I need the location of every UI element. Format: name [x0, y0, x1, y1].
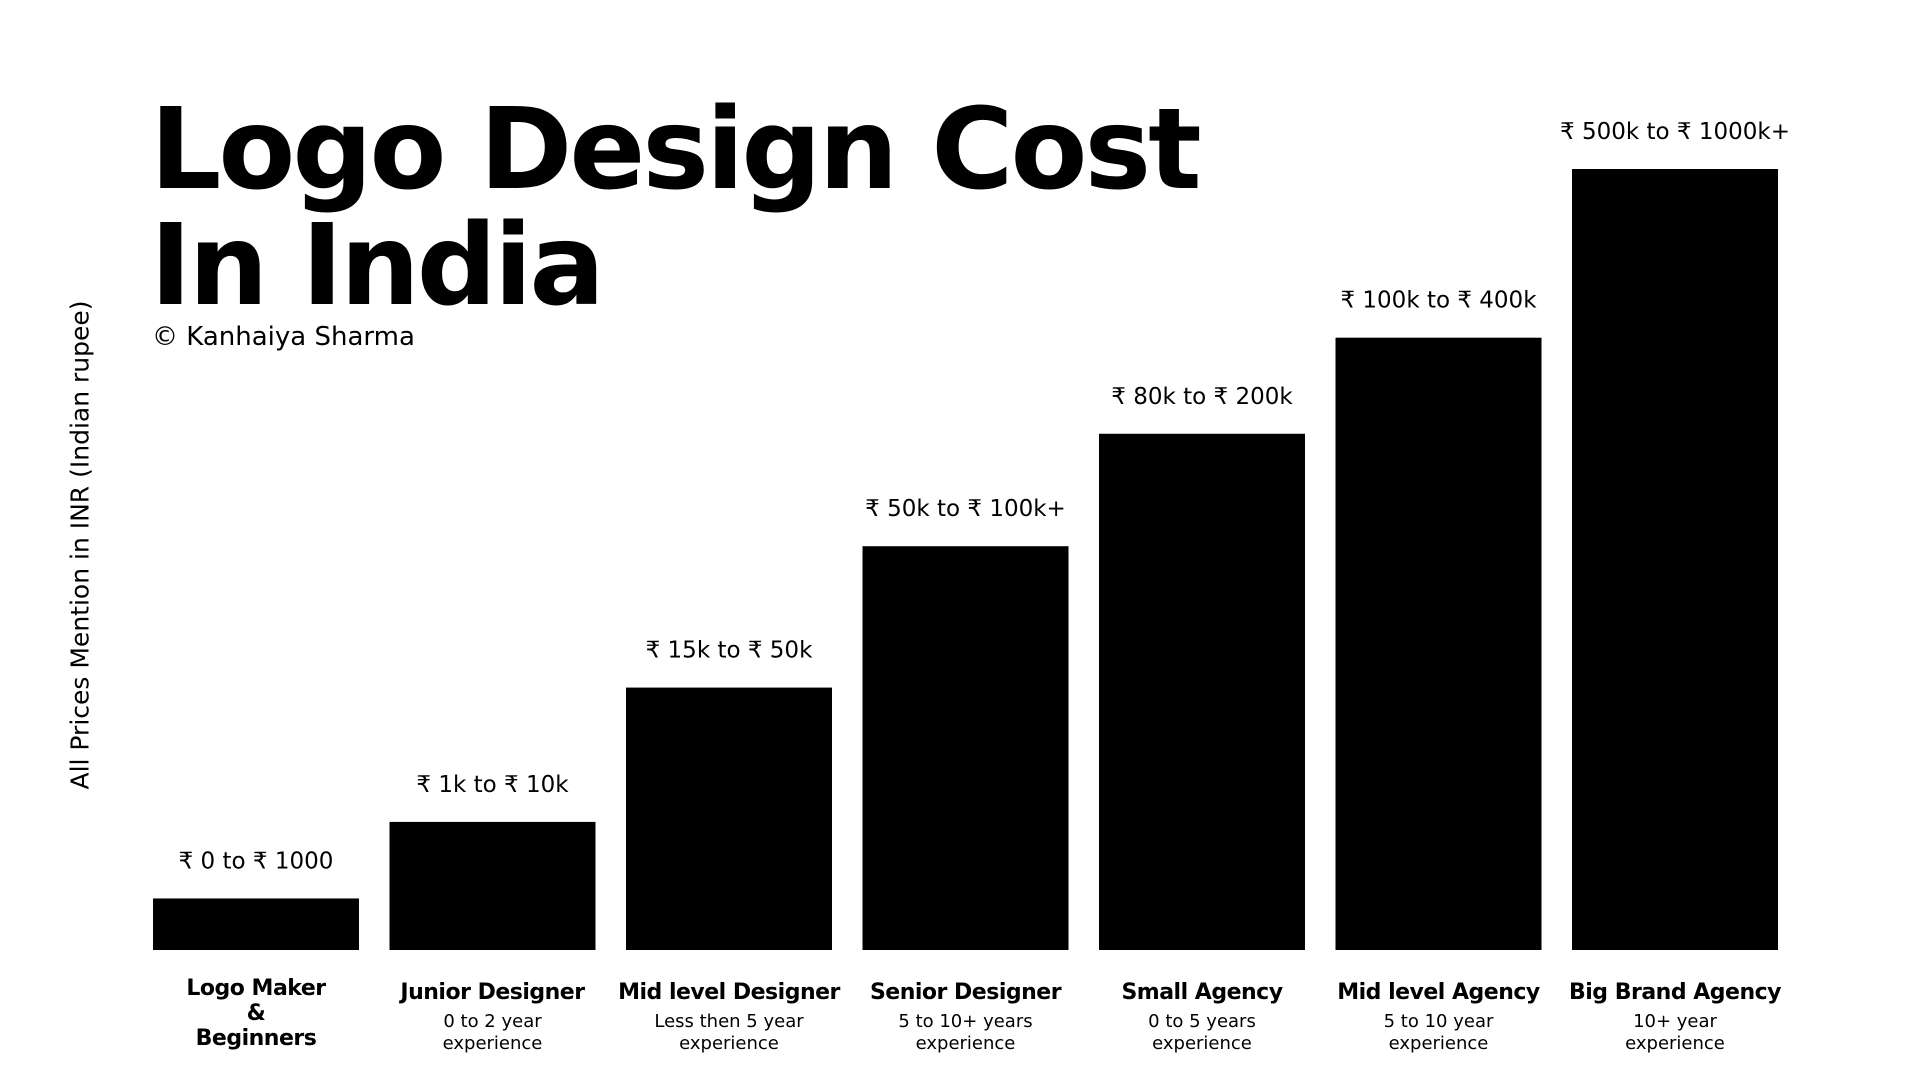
bar-value-label-1: ₹ 1k to ₹ 10k: [416, 772, 569, 798]
category-experience: 0 to 5 years experience: [1148, 1011, 1256, 1054]
bar-value-label-5: ₹ 100k to ₹ 400k: [1340, 288, 1537, 314]
category-name: Mid level Agency: [1337, 980, 1540, 1005]
category-3: Senior Designer 5 to 10+ years experience: [851, 980, 1081, 1055]
credit-text: © Kanhaiya Sharma: [152, 322, 415, 352]
bar-value-label-6: ₹ 500k to ₹ 1000k+: [1560, 119, 1790, 145]
bar-3: [862, 546, 1069, 950]
category-5: Mid level Agency 5 to 10 year experience: [1324, 980, 1554, 1055]
bar-value-label-2: ₹ 15k to ₹ 50k: [646, 638, 813, 664]
bar-value-label-4: ₹ 80k to ₹ 200k: [1111, 384, 1293, 410]
category-name: Mid level Designer: [618, 980, 840, 1005]
bar-1: [389, 821, 596, 950]
category-0: Logo Maker & Beginners: [141, 976, 371, 1051]
category-1: Junior Designer 0 to 2 year experience: [378, 980, 608, 1055]
category-6: Big Brand Agency 10+ year experience: [1560, 980, 1790, 1055]
category-name: Logo Maker & Beginners: [186, 976, 326, 1051]
bar-6: [1572, 169, 1778, 950]
title-line-2: In India: [150, 201, 605, 331]
category-experience: 0 to 2 year experience: [442, 1011, 543, 1054]
bar-4: [1099, 433, 1305, 950]
category-experience: 10+ year experience: [1625, 1011, 1725, 1054]
bar-0: [153, 898, 359, 950]
category-name: Small Agency: [1121, 980, 1283, 1005]
page-title: Logo Design Cost In India: [150, 85, 1202, 331]
bar-value-label-0: ₹ 0 to ₹ 1000: [179, 848, 334, 874]
category-experience: 5 to 10 year experience: [1383, 1011, 1494, 1054]
category-4: Small Agency 0 to 5 years experience: [1087, 980, 1317, 1055]
category-name: Junior Designer: [400, 980, 585, 1005]
category-name: Senior Designer: [869, 980, 1062, 1005]
bar-5: [1335, 337, 1542, 950]
title-line-1: Logo Design Cost: [150, 85, 1202, 215]
category-2: Mid level Designer Less then 5 year exper…: [614, 980, 844, 1055]
bar-2: [626, 687, 832, 950]
category-name: Big Brand Agency: [1569, 980, 1782, 1005]
bar-value-label-3: ₹ 50k to ₹ 100k+: [865, 496, 1066, 522]
category-experience: Less then 5 year experience: [654, 1011, 804, 1054]
category-experience: 5 to 10+ years experience: [898, 1011, 1033, 1054]
